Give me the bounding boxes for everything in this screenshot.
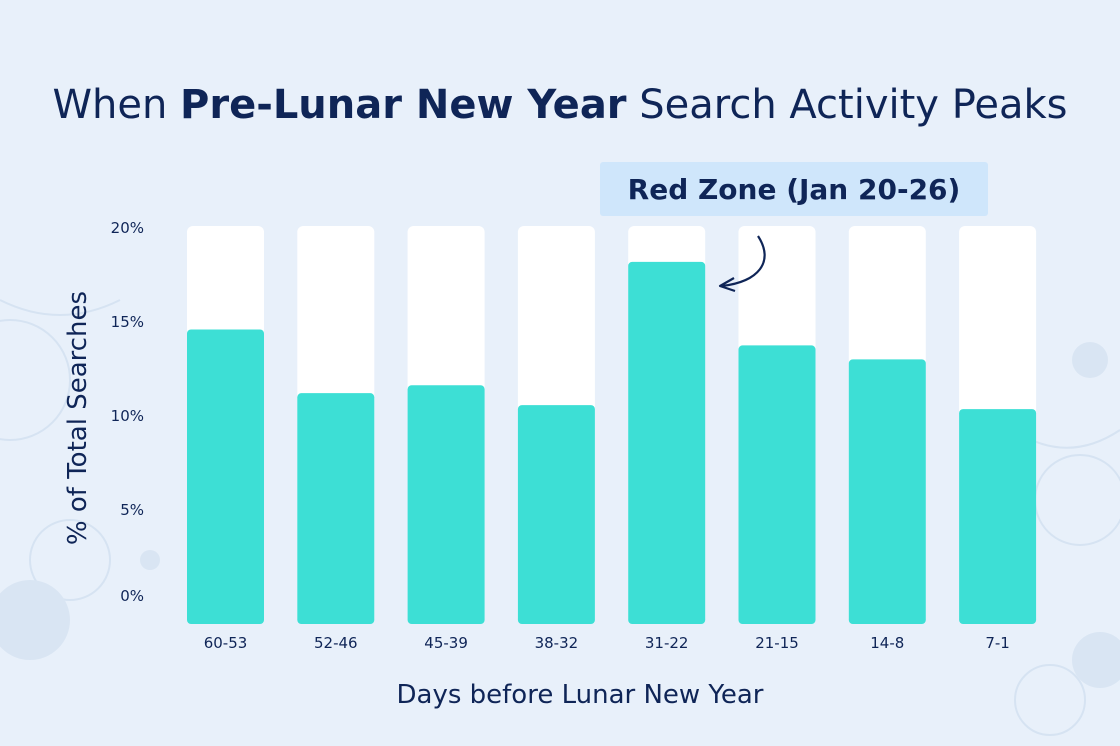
- y-tick-labels: 0% 5% 10% 15% 20%: [111, 219, 144, 605]
- bars: [187, 261, 1037, 624]
- bar-21-15: [738, 345, 816, 624]
- y-tick-label: 5%: [120, 501, 144, 519]
- bar-45-39: [407, 385, 485, 624]
- bar-14-8: [848, 359, 926, 624]
- bar-38-32: [517, 405, 595, 624]
- y-tick-label: 0%: [120, 587, 144, 605]
- x-tick-label: 60-53: [204, 634, 248, 652]
- bar-60-53: [187, 329, 264, 624]
- x-tick-label: 21-15: [755, 634, 799, 652]
- x-axis-label: Days before Lunar New Year: [396, 680, 764, 710]
- bar-7-1: [959, 409, 1037, 624]
- x-tick-label: 31-22: [645, 634, 689, 652]
- x-tick-label: 45-39: [424, 634, 468, 652]
- callout-arrow-icon: [718, 235, 766, 293]
- bar-31-22: [628, 261, 706, 624]
- chart-title: When Pre-Lunar New Year Search Activity …: [52, 82, 1068, 128]
- y-tick-label: 20%: [111, 219, 144, 237]
- y-tick-label: 10%: [111, 407, 144, 425]
- x-tick-label: 38-32: [535, 634, 579, 652]
- red-zone-label: Red Zone (Jan 20-26): [627, 172, 961, 206]
- y-tick-label: 15%: [111, 313, 144, 331]
- x-tick-label: 14-8: [870, 634, 904, 652]
- red-zone-callout: Red Zone (Jan 20-26): [600, 162, 988, 216]
- bar-52-46: [297, 393, 375, 624]
- x-tick-label: 7-1: [985, 634, 1010, 652]
- x-tick-label: 52-46: [314, 634, 358, 652]
- x-tick-labels: 60-53 52-46 45-39 38-32 31-22 21-15 14-8 7-1: [204, 634, 1010, 652]
